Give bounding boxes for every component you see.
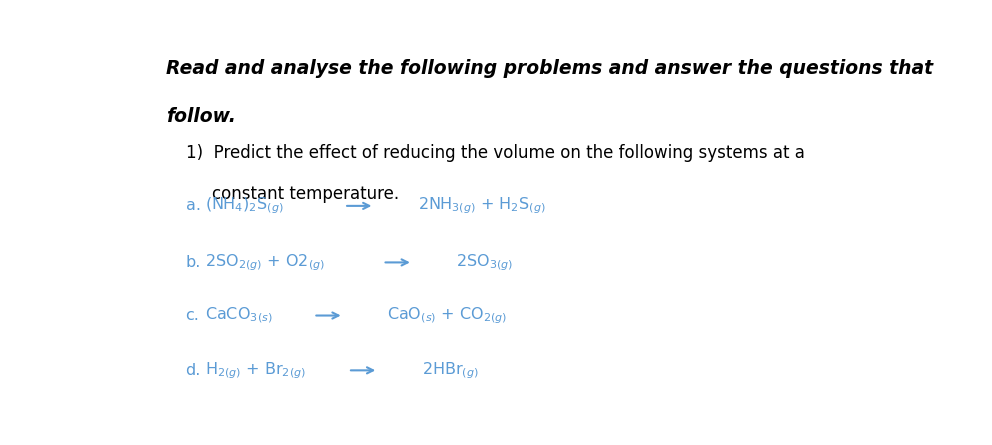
Text: 2NH$_{3(g)}$ + H$_2$S$_{(g)}$: 2NH$_{3(g)}$ + H$_2$S$_{(g)}$ bbox=[418, 196, 546, 216]
Text: b.: b. bbox=[186, 255, 200, 270]
Text: 2HBr$_{(g)}$: 2HBr$_{(g)}$ bbox=[422, 360, 478, 380]
Text: follow.: follow. bbox=[167, 106, 236, 125]
Text: CaCO$_{3(s)}$: CaCO$_{3(s)}$ bbox=[204, 306, 273, 325]
Text: CaO$_{(s)}$ + CO$_{2(g)}$: CaO$_{(s)}$ + CO$_{2(g)}$ bbox=[387, 305, 507, 326]
Text: H$_{2(g)}$ + Br$_{2(g)}$: H$_{2(g)}$ + Br$_{2(g)}$ bbox=[204, 360, 306, 380]
Text: constant temperature.: constant temperature. bbox=[212, 185, 400, 203]
Text: c.: c. bbox=[186, 308, 199, 323]
Text: a.: a. bbox=[186, 198, 200, 214]
Text: d.: d. bbox=[186, 363, 200, 378]
Text: 2SO$_{2(g)}$ + O2$_{(g)}$: 2SO$_{2(g)}$ + O2$_{(g)}$ bbox=[204, 252, 324, 273]
Text: (NH$_4$)$_2$S$_{(g)}$: (NH$_4$)$_2$S$_{(g)}$ bbox=[204, 196, 284, 216]
Text: 1)  Predict the effect of reducing the volume on the following systems at a: 1) Predict the effect of reducing the vo… bbox=[186, 144, 805, 162]
Text: Read and analyse the following problems and answer the questions that: Read and analyse the following problems … bbox=[167, 59, 933, 77]
Text: 2SO$_{3(g)}$: 2SO$_{3(g)}$ bbox=[456, 252, 513, 273]
